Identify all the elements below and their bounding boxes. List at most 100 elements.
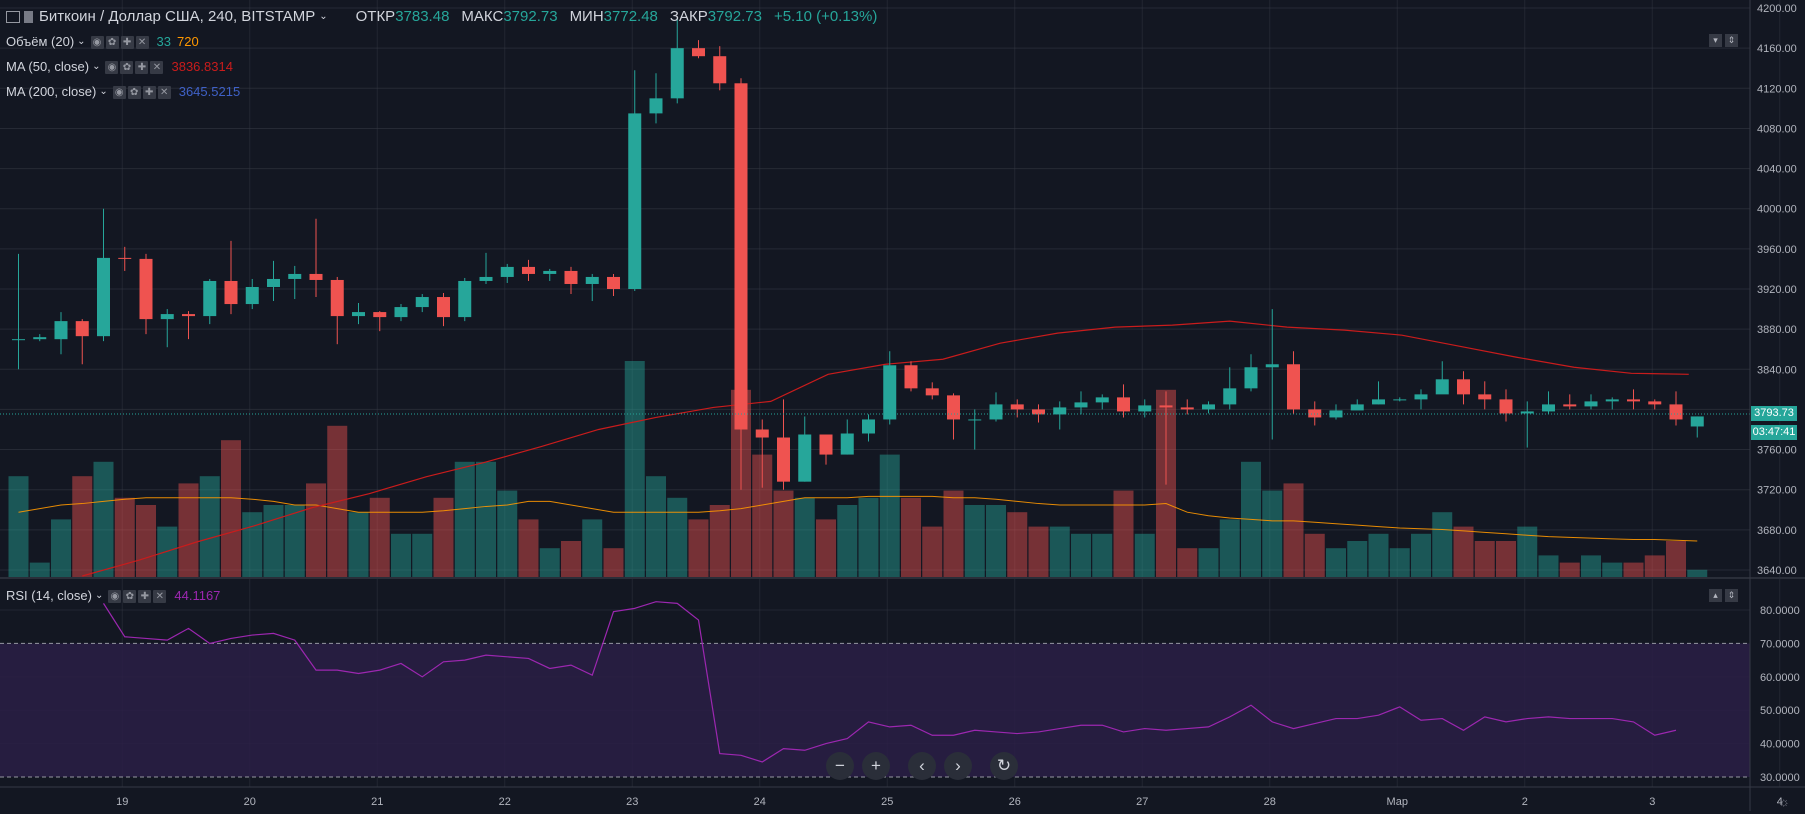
close-value: 3792.73 <box>707 8 762 25</box>
high-value: 3792.73 <box>503 8 558 25</box>
candle-body <box>543 270 557 274</box>
candle <box>989 392 1003 422</box>
gear-icon[interactable]: ✿ <box>123 589 137 603</box>
chevron-down-icon[interactable]: ⌄ <box>94 590 104 601</box>
time-tick-label: 28 <box>1264 796 1276 808</box>
close-icon[interactable]: ✕ <box>135 35 149 49</box>
volume-bar <box>221 440 241 577</box>
candle <box>1095 394 1109 410</box>
gear-icon[interactable]: ✿ <box>105 35 119 49</box>
rsi-line <box>102 601 1677 763</box>
candle <box>1053 401 1067 430</box>
more-icon[interactable]: ✚ <box>135 60 149 74</box>
chevron-down-icon[interactable]: ⌄ <box>319 11 328 22</box>
price-tick-label: 3880.00 <box>1757 324 1797 336</box>
pane-maximize-icon[interactable]: ⇕ <box>1725 34 1738 47</box>
scroll-left-button[interactable]: ‹ <box>908 752 936 780</box>
volume-bar <box>1666 541 1686 577</box>
ma200-legend[interactable]: MA (200, close) ⌄ ◉ ✿ ✚ ✕ 3645.5215 <box>6 84 240 100</box>
candle-body <box>628 113 642 289</box>
candle-body <box>1032 409 1045 415</box>
volume-bar <box>348 512 369 577</box>
price-tick-label: 3680.00 <box>1757 525 1797 537</box>
candle-body <box>224 280 238 305</box>
volume-bar <box>1071 533 1091 577</box>
price-tick-label: 3720.00 <box>1757 485 1797 497</box>
candle-body <box>692 48 705 57</box>
rsi-legend[interactable]: RSI (14, close) ⌄ ◉ ✿ ✚ ✕ 44.1167 <box>6 588 220 604</box>
candle-body <box>1350 404 1364 411</box>
volume-bar <box>1453 526 1474 577</box>
candle-body <box>1520 411 1534 414</box>
close-icon[interactable]: ✕ <box>153 589 167 603</box>
chevron-down-icon[interactable]: ⌄ <box>92 61 101 72</box>
volume-legend-name[interactable]: Объём (20) <box>6 34 75 49</box>
more-icon[interactable]: ✚ <box>138 589 152 603</box>
gear-icon[interactable]: ✿ <box>120 60 134 74</box>
volume-bar <box>816 519 836 577</box>
volume-bar <box>773 490 794 577</box>
ma50-legend[interactable]: MA (50, close) ⌄ ◉ ✿ ✚ ✕ 3836.8314 <box>6 59 233 75</box>
pane-maximize-icon[interactable]: ⇕ <box>1725 589 1738 602</box>
time-axis[interactable]: 19 20 21 22 23 24 25 26 27 28 Мар 2 3 4 <box>116 796 1783 808</box>
close-icon[interactable]: ✕ <box>150 60 164 74</box>
reset-chart-button[interactable]: ↻ <box>990 752 1018 780</box>
volume-bar <box>1049 526 1070 577</box>
candle-body <box>1669 404 1683 420</box>
time-tick-label: 22 <box>499 796 511 808</box>
volume-bar <box>284 505 305 577</box>
volume-bar <box>1177 548 1198 577</box>
pane-collapse-icon[interactable]: ▾ <box>1709 34 1722 47</box>
candle-body <box>862 419 875 434</box>
volume-bar <box>709 505 730 577</box>
collapse-icon[interactable] <box>6 10 20 23</box>
volume-legend[interactable]: Объём (20) ⌄ ◉ ✿ ✚ ✕ 33 720 <box>6 34 199 50</box>
main-pane-controls: ▾ ⇕ <box>1709 34 1738 47</box>
eye-icon[interactable]: ◉ <box>108 589 122 603</box>
volume-bar <box>1198 548 1219 577</box>
price-axis[interactable]: 4200.00 4160.00 4120.00 4080.00 4040.00 4000.… <box>1757 3 1797 577</box>
eye-icon[interactable]: ◉ <box>90 35 104 49</box>
candle-body <box>1159 405 1173 408</box>
volume-bar <box>1007 512 1028 577</box>
volume-bar <box>1092 533 1113 577</box>
rsi-axis[interactable]: 80.0000 70.0000 60.0000 50.0000 40.0000 30.00… <box>1760 605 1800 784</box>
chevron-down-icon[interactable]: ⌄ <box>77 36 86 47</box>
eye-icon[interactable]: ◉ <box>112 85 126 99</box>
volume-bar <box>391 533 411 577</box>
candle <box>883 351 897 425</box>
rsi-legend-name[interactable]: RSI (14, close) <box>6 588 92 603</box>
volume-bar <box>603 548 624 577</box>
candle <box>862 414 875 442</box>
candle-body <box>1393 399 1407 401</box>
candle <box>288 265 302 300</box>
gear-icon[interactable]: ✿ <box>127 85 141 99</box>
open-value: 3783.48 <box>395 8 450 25</box>
gear-icon[interactable]: ☼ <box>1778 794 1790 809</box>
close-icon[interactable]: ✕ <box>157 85 171 99</box>
more-icon[interactable]: ✚ <box>142 85 156 99</box>
pane-up-icon[interactable]: ▴ <box>1709 589 1722 602</box>
volume-bar <box>794 497 815 577</box>
candle-body <box>352 312 365 317</box>
eye-icon[interactable]: ◉ <box>105 60 119 74</box>
ma50-legend-name[interactable]: MA (50, close) <box>6 59 90 74</box>
symbol-title[interactable]: Биткоин / Доллар США, 240, BITSTAMP <box>39 8 316 25</box>
candle-body <box>607 276 620 289</box>
zoom-out-button[interactable]: − <box>826 752 854 780</box>
candle <box>479 252 493 284</box>
chevron-down-icon[interactable]: ⌄ <box>99 86 108 97</box>
zoom-in-button[interactable]: + <box>862 752 890 780</box>
volume-bar <box>1687 569 1708 577</box>
candle-body <box>309 273 323 280</box>
candle-body <box>75 321 89 337</box>
candle <box>1690 416 1704 438</box>
ma50-line <box>82 320 1689 577</box>
scroll-right-button[interactable]: › <box>944 752 972 780</box>
more-icon[interactable]: ✚ <box>120 35 134 49</box>
candles[interactable] <box>12 18 1704 490</box>
price-tick-label: 4160.00 <box>1757 43 1797 55</box>
ma200-legend-name[interactable]: MA (200, close) <box>6 84 97 99</box>
